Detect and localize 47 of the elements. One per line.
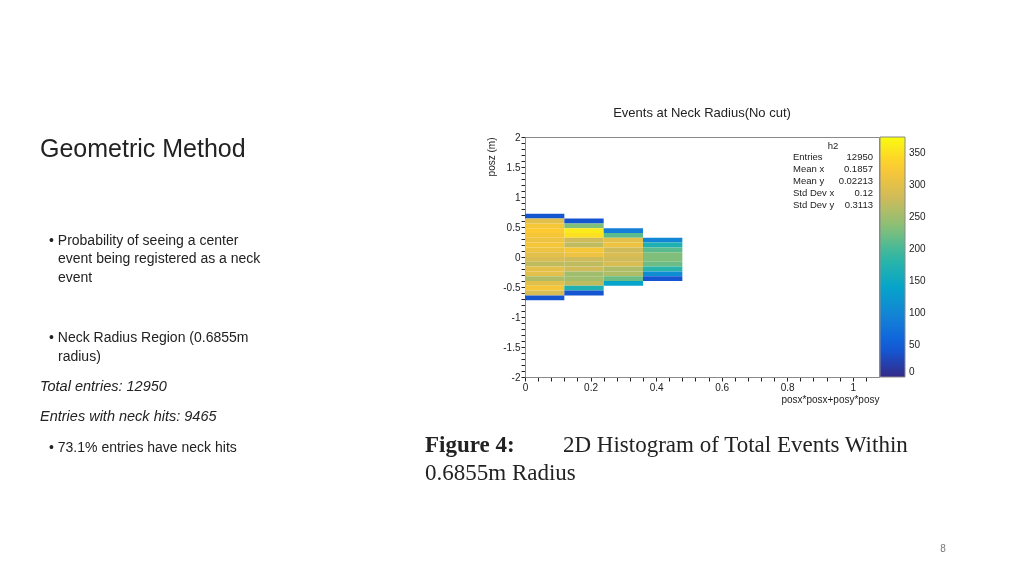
y-tick-label: -2 (511, 371, 521, 383)
x-tick-label: 0.6 (715, 381, 730, 393)
text: • Probability of seeing a center event being registered as a neck event (49, 231, 262, 285)
x-tick-label: 0.8 (780, 381, 796, 393)
y-tick-label: 1.5 (506, 161, 521, 173)
y-tick-label: -1 (511, 311, 521, 323)
x-tick-label: 1 (850, 381, 857, 393)
color-bar-label: 100 (909, 307, 927, 318)
chart-title: Events at Neck Radius(No cut) (613, 105, 791, 120)
annotation: Mean y (793, 175, 825, 186)
y-tick-label: 0 (514, 251, 521, 263)
text: 2D Histogram of Total Events Within (563, 432, 909, 457)
annotation: 0.3113 (844, 199, 873, 210)
annotation: Entries (793, 151, 823, 162)
y-tick-label: -0.5 (503, 281, 521, 293)
y-tick-label: 2 (514, 131, 521, 143)
text: • 73.1% entries have neck hits (49, 438, 237, 455)
color-bar-label: 150 (909, 275, 927, 286)
y-tick-label: 1 (514, 191, 521, 203)
annotation: Mean x (793, 163, 825, 174)
color-bar-label: 350 (909, 147, 927, 158)
x-axis-title: posx*posx+posy*posy (781, 393, 880, 405)
text: Geometric Method (40, 134, 246, 162)
annotation: Std Dev y (793, 199, 835, 210)
color-bar-label: 0 (909, 366, 915, 377)
text: Total entries: 12950 (40, 378, 167, 394)
caption: Figure 4: (425, 432, 515, 457)
x-tick-label: 0.4 (649, 381, 664, 393)
text: • Neck Radius Region (0.6855m radius) (49, 328, 249, 364)
x-tick-label: 0 (522, 381, 529, 393)
color-bar-label: 50 (909, 339, 921, 350)
x-tick-label: 0.2 (584, 381, 599, 393)
color-bar-label: 200 (909, 243, 927, 254)
text: 8 (940, 543, 947, 554)
y-tick-label: -1.5 (503, 341, 521, 353)
annotation: h2 (827, 140, 839, 151)
color-bar-label: 300 (909, 179, 927, 190)
annotation: 0.02213 (838, 175, 873, 186)
annotation: Std Dev x (793, 187, 835, 198)
text: 0.6855m Radius (425, 460, 576, 485)
y-tick-label: 0.5 (506, 221, 521, 233)
y-axis-title: posz (m) (485, 137, 497, 177)
annotation: 0.1857 (843, 163, 873, 174)
color-bar-label: 250 (909, 211, 927, 222)
annotation: 12950 (846, 151, 873, 162)
annotation: 0.12 (854, 187, 873, 198)
text: Entries with neck hits: 9465 (40, 408, 218, 424)
